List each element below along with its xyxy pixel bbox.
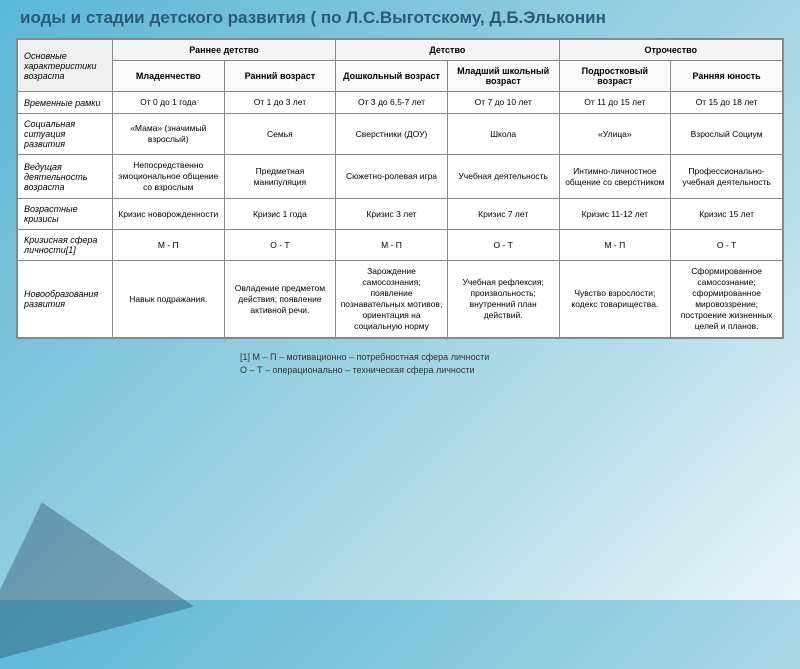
cell: Зарождение самосознания; появление позна… (336, 261, 448, 338)
cell: От 3 до 6,5-7 лет (336, 92, 448, 114)
cell: Овладение предметом действия; появление … (224, 261, 336, 338)
row-crisis: Возрастные кризисы Кризис новорожденност… (18, 199, 783, 230)
label-crisis: Возрастные кризисы (18, 199, 113, 230)
cell: Учебная рефлексия; произвольность; внутр… (447, 261, 559, 338)
row-neoformation: Новообразования развития Навык подражани… (18, 261, 783, 338)
cell: От 0 до 1 года (112, 92, 224, 114)
cell: Предметная манипуляция (224, 155, 336, 199)
cell: Непосредственно эмоциональное общение со… (112, 155, 224, 199)
header-row-2: Младенчество Ранний возраст Дошкольный в… (18, 61, 783, 92)
cell: «Улица» (559, 114, 671, 155)
period-teen: Подростковый возраст (559, 61, 671, 92)
row-crisis-sphere: Кризисная сфера личности[1] М - П О - Т … (18, 230, 783, 261)
cell: Навык подражания. (112, 261, 224, 338)
page-title: иоды и стадии детского развития ( по Л.С… (0, 0, 800, 38)
cell: Сформированное самосознание; сформирован… (671, 261, 783, 338)
row-activity: Ведущая деятельность возраста Непосредст… (18, 155, 783, 199)
cell: «Мама» (значимый взрослый) (112, 114, 224, 155)
period-infancy: Младенчество (112, 61, 224, 92)
development-table-wrapper: Основные характеристики возраста Раннее … (16, 38, 784, 339)
cell: Интимно-личностное общение со сверстнико… (559, 155, 671, 199)
cell: Кризис новорожденности (112, 199, 224, 230)
cell: О - Т (671, 230, 783, 261)
cell: Школа (447, 114, 559, 155)
cell: Сюжетно-ролевая игра (336, 155, 448, 199)
footnote-line-2: О – Т – операционально – техническая сфе… (240, 364, 800, 377)
cell: Кризис 11-12 лет (559, 199, 671, 230)
cell: От 11 до 15 лет (559, 92, 671, 114)
label-timeframe: Временные рамки (18, 92, 113, 114)
cell: Кризис 3 лет (336, 199, 448, 230)
header-group-childhood: Детство (336, 40, 559, 61)
period-early-age: Ранний возраст (224, 61, 336, 92)
label-social: Социальная ситуация развития (18, 114, 113, 155)
cell: Учебная деятельность (447, 155, 559, 199)
row-timeframe: Временные рамки От 0 до 1 года От 1 до 3… (18, 92, 783, 114)
cell: От 15 до 18 лет (671, 92, 783, 114)
cell: От 7 до 10 лет (447, 92, 559, 114)
period-preschool: Дошкольный возраст (336, 61, 448, 92)
cell: Чувство взрослости; кодекс товарищества. (559, 261, 671, 338)
period-early-youth: Ранняя юность (671, 61, 783, 92)
cell: Семья (224, 114, 336, 155)
cell: Сверстники (ДОУ) (336, 114, 448, 155)
cell: М - П (112, 230, 224, 261)
cell: О - Т (224, 230, 336, 261)
cell: Взрослый Социум (671, 114, 783, 155)
cell: От 1 до 3 лет (224, 92, 336, 114)
decorative-triangle (0, 471, 194, 668)
footnote: [1] М – П – мотивационно – потребностная… (240, 351, 800, 376)
label-activity: Ведущая деятельность возраста (18, 155, 113, 199)
header-group-adolescence: Отрочество (559, 40, 782, 61)
cell: М - П (559, 230, 671, 261)
footnote-line-1: [1] М – П – мотивационно – потребностная… (240, 351, 800, 364)
cell: Кризис 15 лет (671, 199, 783, 230)
period-junior-school: Младший школьный возраст (447, 61, 559, 92)
label-crisis-sphere: Кризисная сфера личности[1] (18, 230, 113, 261)
header-row-1: Основные характеристики возраста Раннее … (18, 40, 783, 61)
cell: Кризис 1 года (224, 199, 336, 230)
cell: Профессионально-учебная деятельность (671, 155, 783, 199)
cell: Кризис 7 лет (447, 199, 559, 230)
header-group-early: Раннее детство (112, 40, 335, 61)
cell: О - Т (447, 230, 559, 261)
development-table: Основные характеристики возраста Раннее … (17, 39, 783, 338)
row-social: Социальная ситуация развития «Мама» (зна… (18, 114, 783, 155)
label-neoformation: Новообразования развития (18, 261, 113, 338)
cell: М - П (336, 230, 448, 261)
header-characteristic: Основные характеристики возраста (18, 40, 113, 92)
